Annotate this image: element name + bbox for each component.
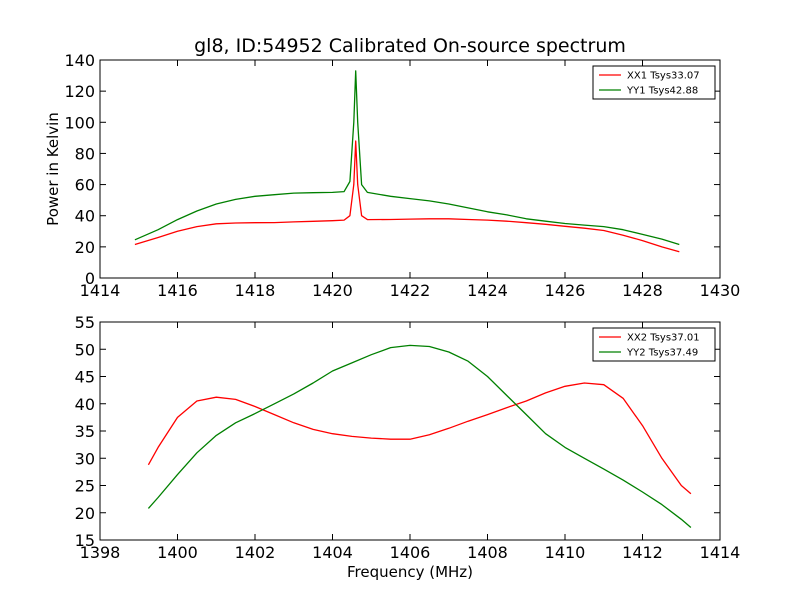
bottom-legend-label-1: XX2 Tsys37.01 bbox=[627, 333, 700, 344]
bottom-y-tick-label: 50 bbox=[75, 340, 95, 359]
top-x-tick-label: 1418 bbox=[235, 281, 276, 300]
bottom-y-tick-label: 15 bbox=[75, 531, 95, 550]
top-legend-label-1: XX1 Tsys33.07 bbox=[627, 71, 700, 82]
bottom-x-tick-label: 1408 bbox=[467, 543, 508, 562]
top-legend-box bbox=[592, 65, 716, 100]
bottom-y-tick-label: 30 bbox=[75, 449, 95, 468]
bottom-x-axis-label: Frequency (MHz) bbox=[347, 563, 473, 581]
bottom-x-tick-label: 1400 bbox=[157, 543, 198, 562]
top-series-line-1 bbox=[134, 140, 680, 253]
bottom-y-tick-label: 40 bbox=[75, 395, 95, 414]
top-y-tick-label: 140 bbox=[64, 51, 95, 70]
bottom-panel: 1398 1400 1402 1404 1406 1408 1410 1412 1414 15 20… bbox=[75, 313, 741, 562]
top-y-tick-label: 120 bbox=[64, 82, 95, 101]
top-x-tick-label: 1428 bbox=[622, 281, 663, 300]
top-x-tick-label: 1424 bbox=[467, 281, 508, 300]
top-x-tick-label: 1426 bbox=[545, 281, 586, 300]
top-x-tick-label: 1414 bbox=[80, 281, 121, 300]
top-y-tick-label: 60 bbox=[75, 176, 95, 195]
top-legend-label-2: YY1 Tsys42.88 bbox=[626, 86, 698, 97]
bottom-x-tick-label: 1412 bbox=[622, 543, 663, 562]
top-x-tick-label: 1422 bbox=[390, 281, 431, 300]
top-x-tick-label: 1416 bbox=[157, 281, 198, 300]
bottom-x-tick-label: 1402 bbox=[235, 543, 276, 562]
bottom-y-tick-label: 55 bbox=[75, 313, 95, 332]
top-y-tick-label: 20 bbox=[75, 238, 95, 257]
top-y-tick-label: 0 bbox=[85, 269, 95, 288]
top-x-tick-label: 1430 bbox=[700, 281, 741, 300]
bottom-x-tick-label: 1398 bbox=[80, 543, 121, 562]
top-panel: 1414 1416 1418 1420 1422 1424 1426 1428 1430 0 20 4… bbox=[64, 51, 740, 300]
bottom-legend-box bbox=[592, 327, 716, 362]
top-series-line-2 bbox=[134, 70, 680, 246]
bottom-x-tick-label: 1414 bbox=[700, 543, 741, 562]
bottom-y-tick-label: 45 bbox=[75, 368, 95, 387]
bottom-x-tick-label: 1406 bbox=[390, 543, 431, 562]
top-y-axis-label: Power in Kelvin bbox=[44, 112, 62, 226]
bottom-x-tick-label: 1404 bbox=[312, 543, 353, 562]
chart-title: gl8, ID:54952 Calibrated On-source spect… bbox=[194, 35, 626, 57]
top-x-tick-label: 1420 bbox=[312, 281, 353, 300]
bottom-y-tick-label: 35 bbox=[75, 422, 95, 441]
bottom-series-line-1 bbox=[147, 382, 692, 495]
top-y-tick-label: 100 bbox=[64, 113, 95, 132]
bottom-series-line-2 bbox=[147, 344, 692, 528]
top-y-tick-label: 40 bbox=[75, 207, 95, 226]
top-y-tick-label: 80 bbox=[75, 144, 95, 163]
bottom-y-tick-label: 20 bbox=[75, 504, 95, 523]
bottom-x-tick-label: 1410 bbox=[545, 543, 586, 562]
bottom-y-tick-label: 25 bbox=[75, 477, 95, 496]
bottom-legend-label-2: YY2 Tsys37.49 bbox=[626, 348, 698, 359]
